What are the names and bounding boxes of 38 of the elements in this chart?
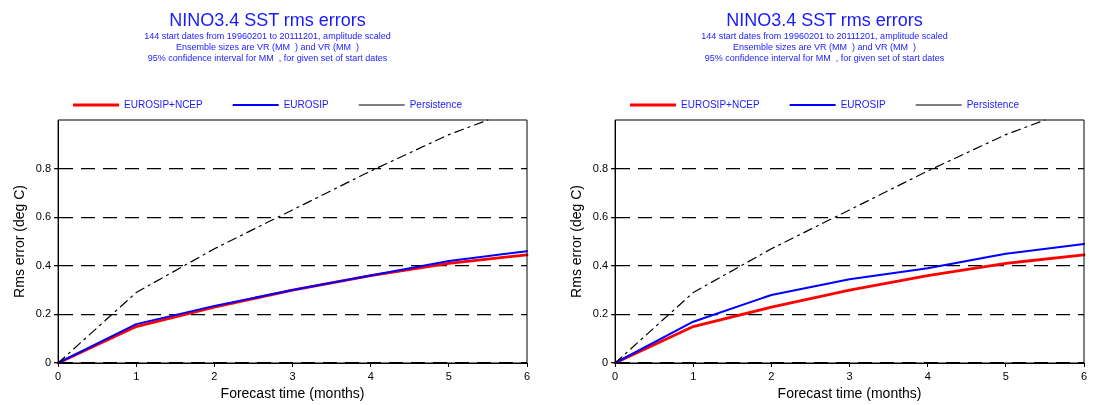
y-tick-label: 0 xyxy=(44,356,52,369)
y-tick-label: 0.2 xyxy=(592,307,609,320)
x-tick-label: 3 xyxy=(289,369,296,382)
x-tick-label: 3 xyxy=(846,369,853,382)
x-tick-label: 1 xyxy=(133,369,140,382)
x-tick-label: 0 xyxy=(612,369,619,382)
y-tick-label: 0.4 xyxy=(592,258,609,271)
y-tick-label: 0.4 xyxy=(35,258,52,271)
legend-label: Persistence xyxy=(966,98,1020,110)
y-tick-label: 0.6 xyxy=(35,210,52,223)
y-tick-label: 0.8 xyxy=(35,161,52,174)
y-axis-title: Rms error (deg C) xyxy=(11,185,28,298)
y-tick-label: 0.2 xyxy=(35,307,52,320)
x-tick-label: 6 xyxy=(523,369,531,382)
x-tick-label: 4 xyxy=(924,369,931,382)
chart-title: NINO3.4 SST rms errors xyxy=(169,9,366,30)
x-tick-label: 2 xyxy=(211,369,218,382)
y-tick-label: 0.8 xyxy=(592,161,609,174)
x-axis-title: Forecast time (months) xyxy=(220,385,365,402)
y-axis-title: Rms error (deg C) xyxy=(568,185,585,298)
x-tick-label: 0 xyxy=(55,369,62,382)
chart-subtitle: 144 start dates from 19960201 to 20111201, amplitude scaled Ensemble sizes are VR (MM ) and VR (MM ) 95% confidence interval for MM , for given set of start dates xyxy=(144,31,391,64)
legend-label: EUROSIP+NCEP xyxy=(681,98,761,110)
y-tick-label: 0.6 xyxy=(592,210,609,223)
x-tick-label: 5 xyxy=(1002,369,1009,382)
legend-label: EUROSIP xyxy=(283,98,330,110)
x-axis-title: Forecast time (months) xyxy=(777,385,922,402)
chart-title: NINO3.4 SST rms errors xyxy=(726,9,923,30)
y-tick-label: 0 xyxy=(601,356,609,369)
chart-subtitle: 144 start dates from 19960201 to 20111201, amplitude scaled Ensemble sizes are VR (MM ) and VR (MM ) 95% confidence interval for MM , for given set of start dates xyxy=(701,31,948,64)
x-tick-label: 5 xyxy=(445,369,452,382)
legend-label: EUROSIP+NCEP xyxy=(124,98,204,110)
legend-label: Persistence xyxy=(409,98,463,110)
x-tick-label: 6 xyxy=(1080,369,1088,382)
x-tick-label: 2 xyxy=(768,369,775,382)
legend-label: EUROSIP xyxy=(840,98,887,110)
x-tick-label: 1 xyxy=(690,369,697,382)
x-tick-label: 4 xyxy=(367,369,374,382)
